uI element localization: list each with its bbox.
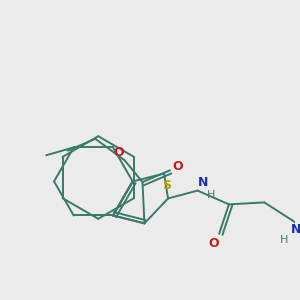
Text: O: O (172, 160, 183, 173)
Text: N: N (198, 176, 208, 189)
Text: S: S (163, 179, 172, 192)
Text: H: H (207, 190, 215, 200)
Text: O: O (114, 146, 124, 159)
Text: H: H (280, 235, 288, 245)
Text: O: O (208, 237, 218, 250)
Text: N: N (291, 224, 300, 236)
